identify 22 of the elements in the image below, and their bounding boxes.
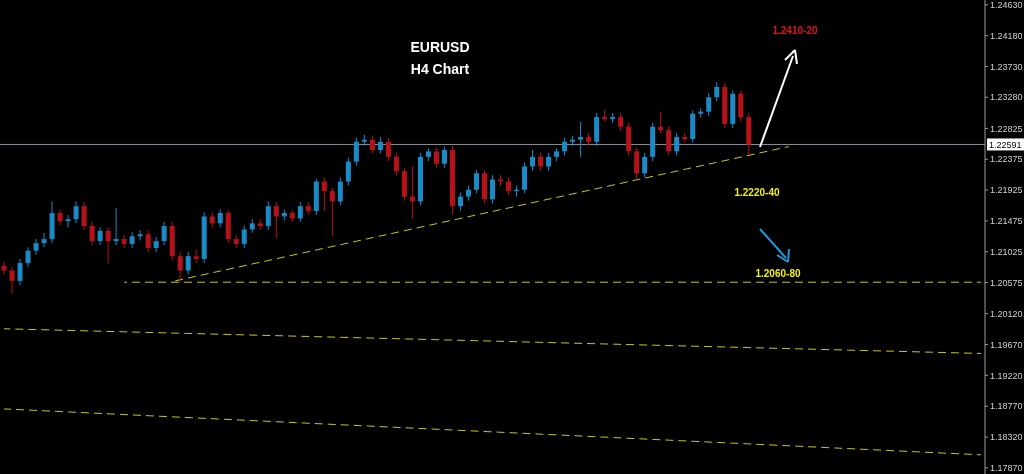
- ref-line-label: 1.22591: [989, 139, 1022, 150]
- y-tick-label: 1.18770: [990, 401, 1023, 412]
- annotation: 1.2410-20: [772, 24, 818, 36]
- y-tick-label: 1.21475: [990, 216, 1023, 227]
- y-tick-label: 1.22375: [990, 154, 1023, 165]
- y-tick-label: 1.20575: [990, 277, 1023, 288]
- y-tick-label: 1.19220: [990, 370, 1023, 381]
- y-tick-label: 1.21925: [990, 185, 1023, 196]
- y-tick-label: 1.17870: [990, 462, 1023, 473]
- y-tick-label: 1.18320: [990, 432, 1023, 443]
- y-tick-label: 1.20120: [990, 308, 1023, 319]
- y-tick-label: 1.23280: [990, 92, 1023, 103]
- y-tick-label: 1.23730: [990, 61, 1023, 72]
- y-tick-label: 1.22825: [990, 123, 1023, 134]
- y-tick-label: 1.21025: [990, 246, 1023, 257]
- text: EURUSD: [410, 39, 470, 55]
- y-tick-label: 1.24180: [990, 30, 1023, 41]
- annotation: 1.2060-80: [755, 267, 801, 279]
- annotation: 1.2220-40: [734, 186, 780, 198]
- y-tick-label: 1.24630: [990, 0, 1023, 10]
- text: H4 Chart: [410, 61, 470, 77]
- y-tick-label: 1.19670: [990, 339, 1023, 350]
